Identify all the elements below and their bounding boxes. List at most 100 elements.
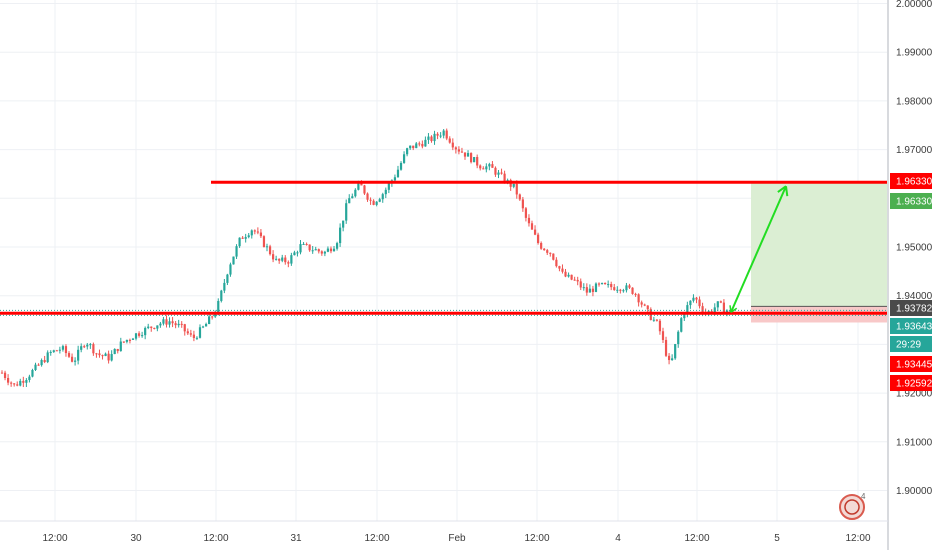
candle-body <box>305 243 308 245</box>
candle-body <box>555 259 558 267</box>
candle-body <box>326 248 330 252</box>
candle-body <box>494 167 497 175</box>
candle-body <box>503 173 506 183</box>
candle-body <box>22 380 25 383</box>
price-badge-text: 29:29 <box>896 340 921 351</box>
candle-body <box>512 183 515 187</box>
candle-body <box>342 220 345 228</box>
candle-body <box>302 243 305 245</box>
arrow-head <box>777 185 787 193</box>
candle-body <box>476 157 479 166</box>
candle-body <box>6 377 10 383</box>
candle-body <box>652 319 655 321</box>
candle-body <box>101 355 104 357</box>
candle-body <box>466 153 470 157</box>
x-tick-label: 12:00 <box>684 533 709 544</box>
candle-body <box>631 287 634 294</box>
candle-body <box>256 231 259 233</box>
candle-body <box>479 165 482 169</box>
candle-body <box>354 189 357 197</box>
candle-body <box>634 293 637 295</box>
x-tick-label: 12:00 <box>203 533 228 544</box>
candle-body <box>217 300 220 314</box>
candle-body <box>281 257 284 261</box>
price-badges: 1.96330 1.96330 1.93782 1.93643 29:29 1.93445… <box>890 173 932 391</box>
price-badge <box>890 300 932 316</box>
candle-body <box>628 285 631 288</box>
price-badge <box>890 173 932 189</box>
candle-body <box>661 331 665 340</box>
candle-body <box>448 138 451 143</box>
candle-body <box>16 384 19 386</box>
candle-body <box>299 244 302 253</box>
candle-body <box>436 133 439 136</box>
candle-body <box>177 323 180 326</box>
candle-body <box>457 149 461 152</box>
candle-body <box>211 316 214 318</box>
arrow-shaft <box>730 185 787 313</box>
candle-body <box>98 353 101 356</box>
price-axis[interactable]: 2.00000 1.99000 1.98000 1.97000 1.95000 1.940… <box>896 0 932 497</box>
candle-body <box>387 183 390 190</box>
candle-body <box>677 331 680 345</box>
candle-body <box>110 354 113 361</box>
candle-body <box>28 376 31 381</box>
candle-body <box>52 350 55 352</box>
candle-body <box>570 274 573 280</box>
candle-body <box>104 353 107 357</box>
candle-body <box>55 350 58 352</box>
candle-body <box>369 199 372 201</box>
candle-body <box>192 334 195 338</box>
candle-body <box>698 299 701 307</box>
candle-body <box>409 145 412 149</box>
candle-body <box>616 289 619 291</box>
candle-body <box>125 339 128 342</box>
candle-body <box>530 223 534 230</box>
candle-body <box>540 242 543 249</box>
time-axis[interactable]: 12:00 30 12:00 31 12:00 Feb 12:00 4 12:00 5 12:00 <box>42 533 870 544</box>
candle-body <box>226 274 229 283</box>
candle-body <box>186 331 189 334</box>
candle-body <box>275 258 278 260</box>
candle-body <box>147 326 150 328</box>
candle-body <box>454 147 457 150</box>
arrow-tail <box>730 307 738 313</box>
candle-body <box>537 234 540 243</box>
candle-body <box>287 262 290 264</box>
y-tick-label: 1.95000 <box>896 243 932 254</box>
candle-body <box>335 243 339 249</box>
candle-body <box>357 183 360 190</box>
x-tick-label: 4 <box>615 533 621 544</box>
candle-body <box>622 290 625 292</box>
candle-body <box>214 313 217 317</box>
candle-body <box>689 300 692 306</box>
price-badge <box>890 318 932 334</box>
y-tick-label: 1.91000 <box>896 437 932 448</box>
y-tick-label: 1.94000 <box>896 291 932 302</box>
candle-body <box>722 302 726 313</box>
candle-body <box>692 297 695 301</box>
candle-body <box>31 369 34 377</box>
projection-arrow <box>729 185 789 313</box>
candle-body <box>610 284 613 288</box>
candle-body <box>262 236 266 247</box>
candle-body <box>128 339 132 341</box>
candle-body <box>113 348 116 355</box>
candle-body <box>156 325 159 329</box>
candle-body <box>244 237 247 239</box>
candle-body <box>549 252 552 254</box>
candle-body <box>171 321 174 324</box>
candle-body <box>625 285 628 291</box>
candle-body <box>241 237 244 239</box>
candle-body <box>637 294 640 303</box>
candle-body <box>323 251 326 254</box>
candle-body <box>378 199 381 202</box>
candle-body <box>695 297 698 300</box>
candle-body <box>671 358 674 361</box>
price-badge <box>890 375 932 391</box>
candle-body <box>424 139 427 147</box>
candle-body <box>491 164 494 168</box>
candle-body <box>482 168 485 170</box>
candle-body <box>19 380 22 386</box>
